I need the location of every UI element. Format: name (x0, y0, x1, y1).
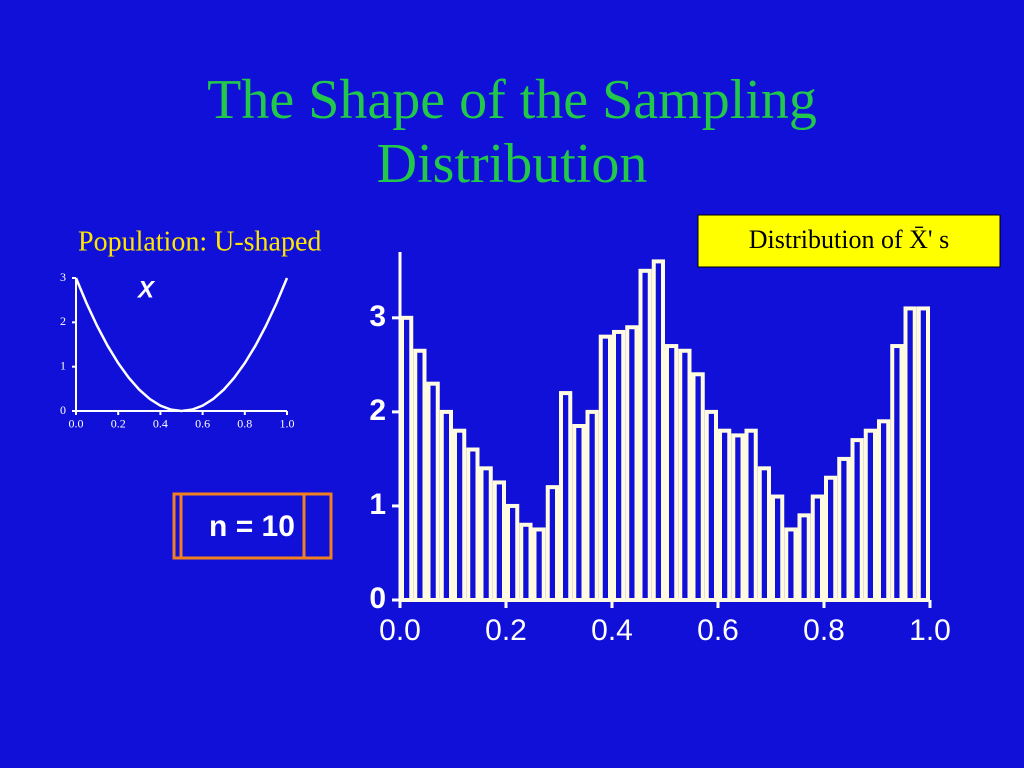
bar (678, 348, 692, 602)
bar (612, 329, 626, 602)
y-tick-label: 3 (60, 270, 66, 284)
x-tick-label: 0.8 (237, 416, 252, 430)
annotation: n = 10 (209, 510, 295, 543)
bar (771, 494, 785, 602)
chart-title: Distribution of X̄' s (749, 225, 949, 254)
bar (559, 391, 573, 602)
bar (916, 306, 930, 602)
bar (890, 344, 904, 602)
bar (492, 480, 506, 602)
bar (704, 409, 718, 603)
bar (506, 503, 520, 603)
x-tick-label: 0.8 (803, 614, 845, 647)
y-tick-label: 3 (369, 300, 386, 333)
x-tick-label: 0.4 (591, 614, 633, 647)
y-tick-label: 1 (60, 358, 66, 372)
bar (718, 428, 732, 602)
y-tick-label: 2 (60, 314, 66, 328)
x-tick-label: 0.2 (111, 416, 126, 430)
bar (903, 306, 917, 602)
bar (519, 522, 533, 603)
x-tick-label: 0.6 (195, 416, 210, 430)
bar (439, 409, 453, 603)
bar (413, 348, 427, 602)
annotation-box (179, 492, 333, 560)
bar (479, 466, 493, 602)
bar (757, 466, 771, 602)
y-tick-label: 2 (369, 394, 386, 427)
bar (400, 315, 414, 602)
x-tick-label: 0.0 (69, 416, 84, 430)
bar (877, 419, 891, 602)
x-tick-label: 0.6 (697, 614, 739, 647)
bar (426, 381, 440, 603)
bar (863, 428, 877, 602)
x-tick-label: 0.2 (485, 614, 527, 647)
bar (572, 424, 586, 602)
bar (784, 527, 798, 603)
x-tick-label: 1.0 (909, 614, 951, 647)
bar (691, 372, 705, 602)
bar (850, 438, 864, 602)
bar (744, 428, 758, 602)
bar (638, 268, 652, 602)
x-tick-label: 0.4 (153, 416, 168, 430)
bar (810, 494, 824, 602)
x-tick-label: 1.0 (280, 416, 295, 430)
bar (532, 527, 546, 603)
legend-box (697, 214, 1001, 268)
bar (453, 428, 467, 602)
series-label: X (136, 276, 156, 303)
y-tick-label: 0 (369, 582, 386, 615)
bar (545, 485, 559, 602)
slide-title: The Shape of the Sampling Distribution (207, 69, 817, 195)
bar (466, 447, 480, 602)
bar (797, 513, 811, 603)
y-tick-label: 1 (369, 488, 386, 521)
bar (824, 475, 838, 603)
chart-title: Population: U-shaped (78, 226, 321, 257)
bar (625, 325, 639, 602)
bar (731, 433, 745, 602)
bar (598, 334, 612, 602)
y-tick-label: 0 (60, 403, 66, 417)
bar (651, 259, 665, 602)
bar (665, 344, 679, 602)
bar (837, 456, 851, 602)
line (74, 277, 289, 413)
x-tick-label: 0.0 (379, 614, 421, 647)
bar (585, 409, 599, 603)
